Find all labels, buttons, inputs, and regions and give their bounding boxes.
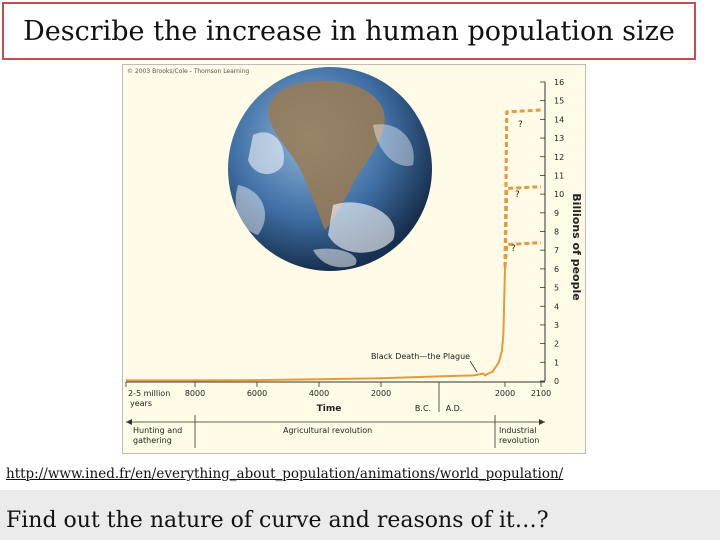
black-death-pointer <box>469 360 478 373</box>
x-tick-label: 6000 <box>247 389 267 398</box>
x-tick-label: 2000 <box>371 389 391 398</box>
period-industrial: Industrial revolution <box>499 426 539 445</box>
projection-question-mark: ? <box>511 244 516 254</box>
y-tick-label: 14 <box>554 115 564 124</box>
y-tick-label: 15 <box>554 97 564 106</box>
y-tick-label: 5 <box>554 284 559 293</box>
y-tick-label: 16 <box>554 78 564 87</box>
y-tick-label: 8 <box>554 228 559 237</box>
y-tick-label: 10 <box>554 190 564 199</box>
population-chart: © 2003 Brooks/Cole - Thomson Learning 0 1… <box>122 64 586 454</box>
y-tick-label: 0 <box>554 377 559 386</box>
x-tick-label: 8000 <box>185 389 205 398</box>
y-tick-label: 6 <box>554 265 559 274</box>
y-tick-label: 3 <box>554 321 559 330</box>
earth-globe-icon <box>228 67 432 271</box>
x-tick-label: 2100 <box>531 389 551 398</box>
series-projection-line <box>503 108 542 268</box>
y-tick-label: 9 <box>554 209 559 218</box>
y-tick-label: 2 <box>554 340 559 349</box>
era-label-ad: A.D. <box>446 404 463 413</box>
y-tick-label: 4 <box>554 302 559 311</box>
x-tick-label: 2000 <box>495 389 515 398</box>
period-bar: Hunting and gathering Agricultural revolu… <box>126 415 545 448</box>
period-hunting: Hunting and gathering <box>133 426 182 445</box>
source-link[interactable]: http://www.ined.fr/en/everything_about_p… <box>6 466 564 482</box>
y-tick-label: 7 <box>554 246 559 255</box>
slide-title-box: Describe the increase in human populatio… <box>2 2 696 60</box>
y-tick-label: 11 <box>554 171 564 180</box>
projection-question-mark: ? <box>518 120 523 130</box>
series-population-line <box>194 266 506 382</box>
projection-question-mark: ? <box>515 190 520 200</box>
question-prompt: Find out the nature of curve and reasons… <box>6 508 549 533</box>
black-death-annotation: Black Death—the Plague <box>371 352 470 361</box>
projection-marks: ??? <box>511 120 523 254</box>
period-arrow-right <box>539 419 545 425</box>
series-layer <box>126 108 542 382</box>
x-tick-label-cont: years <box>130 399 152 408</box>
footer-band <box>0 490 720 540</box>
period-arrow-left <box>126 419 132 425</box>
x-tick-label: 2-5 million <box>128 389 170 398</box>
x-tick-label: 4000 <box>309 389 329 398</box>
y-tick-label: 12 <box>554 153 564 162</box>
y-tick-label: 13 <box>554 134 564 143</box>
x-axis-label: Time <box>317 404 342 414</box>
period-agricultural: Agricultural revolution <box>283 426 372 435</box>
era-label-bc: B.C. <box>415 404 431 413</box>
slide-title: Describe the increase in human populatio… <box>23 15 675 47</box>
series-projection-line <box>503 185 542 268</box>
y-axis-label: Billions of people <box>570 193 583 300</box>
copyright-label: © 2003 Brooks/Cole - Thomson Learning <box>127 68 249 75</box>
chart-svg: © 2003 Brooks/Cole - Thomson Learning 0 1… <box>125 67 583 448</box>
y-tick-label: 1 <box>554 358 559 367</box>
